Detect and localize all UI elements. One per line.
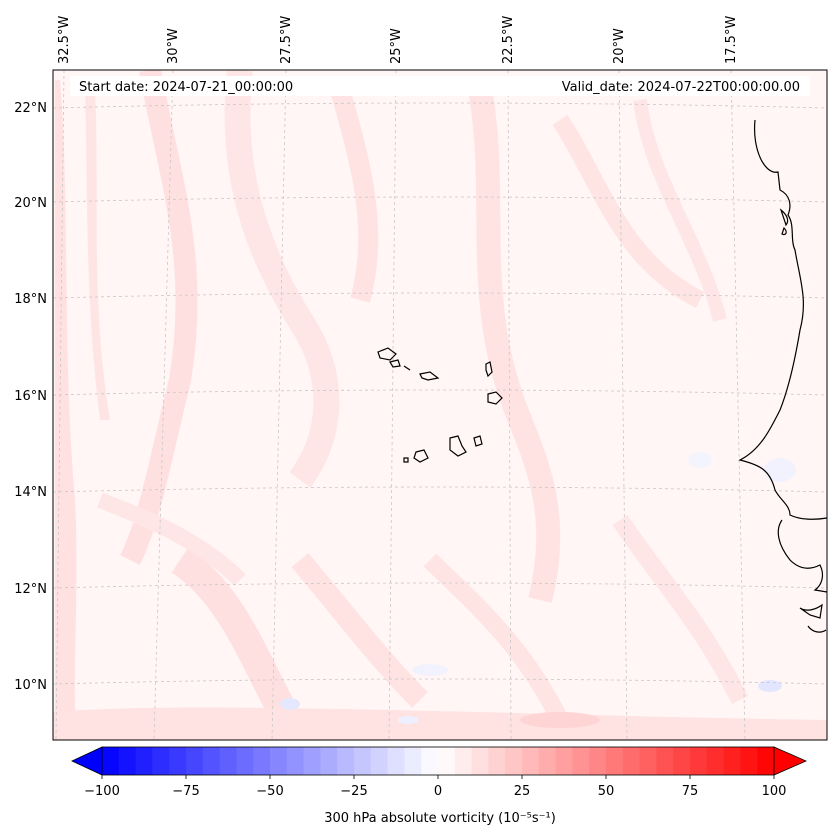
colorbar-low-extend bbox=[71, 746, 103, 776]
colorbar-tick-label: 0 bbox=[434, 784, 442, 799]
colorbar-step bbox=[186, 747, 204, 775]
lon-label: 30°W bbox=[166, 28, 181, 64]
colorbar-tick-label: −50 bbox=[256, 784, 283, 799]
lat-label: 12°N bbox=[14, 582, 47, 597]
colorbar-step bbox=[488, 747, 506, 775]
colorbar-step bbox=[622, 747, 641, 775]
colorbar-step bbox=[538, 747, 557, 775]
colorbar-step bbox=[236, 747, 254, 775]
colorbar-tick-label: 50 bbox=[598, 784, 615, 799]
colorbar-step bbox=[454, 747, 473, 775]
colorbar-step bbox=[606, 747, 624, 775]
colorbar-tick-label: 25 bbox=[514, 784, 531, 799]
lon-label: 25°W bbox=[389, 28, 404, 64]
map-frame bbox=[52, 69, 828, 741]
colorbar-step bbox=[656, 747, 674, 775]
colorbar-step bbox=[370, 747, 389, 775]
colorbar-step bbox=[169, 747, 187, 775]
colorbar-step bbox=[102, 747, 120, 775]
colorbar-step bbox=[202, 747, 221, 775]
colorbar-step bbox=[337, 747, 355, 775]
colorbar-step bbox=[219, 747, 237, 775]
colorbar-step bbox=[387, 747, 405, 775]
colorbar: −100 −75 −50 −25 0 25 50 75 100 300 hPa absolute… bbox=[71, 746, 807, 826]
lon-label: 17.5°W bbox=[724, 16, 739, 64]
colorbar-tick-label: 100 bbox=[762, 784, 787, 799]
colorbar-step bbox=[757, 747, 775, 775]
colorbar-step bbox=[303, 747, 321, 775]
vorticity-field bbox=[53, 70, 827, 740]
colorbar-tick-label: −100 bbox=[84, 784, 120, 799]
map-panel: Start date: 2024-07-21_00:00:00 Valid_da… bbox=[52, 69, 828, 741]
colorbar-step bbox=[723, 747, 741, 775]
colorbar-step bbox=[404, 747, 422, 775]
colorbar-step bbox=[471, 747, 489, 775]
start-date-label: Start date: 2024-07-21_00:00:00 bbox=[79, 80, 293, 95]
colorbar-step bbox=[572, 747, 590, 775]
colorbar-step bbox=[505, 747, 523, 775]
colorbar-step bbox=[152, 747, 170, 775]
colorbar-steps bbox=[102, 747, 775, 775]
lon-label: 20°W bbox=[612, 28, 627, 64]
colorbar-step bbox=[639, 747, 657, 775]
colorbar-step bbox=[673, 747, 691, 775]
colorbar-step bbox=[118, 747, 137, 775]
colorbar-tick-label: −75 bbox=[172, 784, 199, 799]
lat-label: 18°N bbox=[14, 292, 47, 307]
colorbar-step bbox=[421, 747, 439, 775]
colorbar-step bbox=[270, 747, 288, 775]
colorbar-step bbox=[135, 747, 153, 775]
colorbar-step bbox=[286, 747, 305, 775]
colorbar-step bbox=[522, 747, 540, 775]
valid-date-label: Valid_date: 2024-07-22T00:00:00.00 bbox=[562, 80, 800, 95]
colorbar-step bbox=[706, 747, 725, 775]
colorbar-step bbox=[589, 747, 607, 775]
colorbar-tick-label: −25 bbox=[340, 784, 367, 799]
latitude-labels: 22°N 20°N 18°N 16°N 14°N 12°N 10°N bbox=[14, 101, 47, 693]
graticule bbox=[53, 70, 827, 740]
colorbar-high-extend bbox=[773, 746, 807, 776]
colorbar-label: 300 hPa absolute vorticity (10⁻⁵s⁻¹) bbox=[324, 811, 556, 826]
header-bar bbox=[70, 76, 810, 96]
lon-label: 32.5°W bbox=[57, 16, 72, 64]
colorbar-ticks: −100 −75 −50 −25 0 25 50 75 100 bbox=[84, 775, 786, 799]
lon-label: 22.5°W bbox=[501, 16, 516, 64]
lat-label: 14°N bbox=[14, 485, 47, 500]
colorbar-step bbox=[690, 747, 708, 775]
colorbar-step bbox=[555, 747, 573, 775]
colorbar-tick-label: 75 bbox=[682, 784, 699, 799]
colorbar-step bbox=[438, 747, 456, 775]
lat-label: 16°N bbox=[14, 389, 47, 404]
colorbar-step bbox=[320, 747, 338, 775]
lat-label: 22°N bbox=[14, 101, 47, 116]
cape-verde-islands bbox=[377, 347, 503, 463]
lon-label: 27.5°W bbox=[279, 16, 294, 64]
colorbar-step bbox=[354, 747, 372, 775]
lat-label: 10°N bbox=[14, 678, 47, 693]
colorbar-step bbox=[253, 747, 271, 775]
coastline bbox=[738, 119, 828, 633]
lat-label: 20°N bbox=[14, 196, 47, 211]
longitude-labels: 32.5°W 30°W 27.5°W 25°W 22.5°W 20°W 17.5… bbox=[57, 16, 739, 64]
colorbar-step bbox=[740, 747, 758, 775]
